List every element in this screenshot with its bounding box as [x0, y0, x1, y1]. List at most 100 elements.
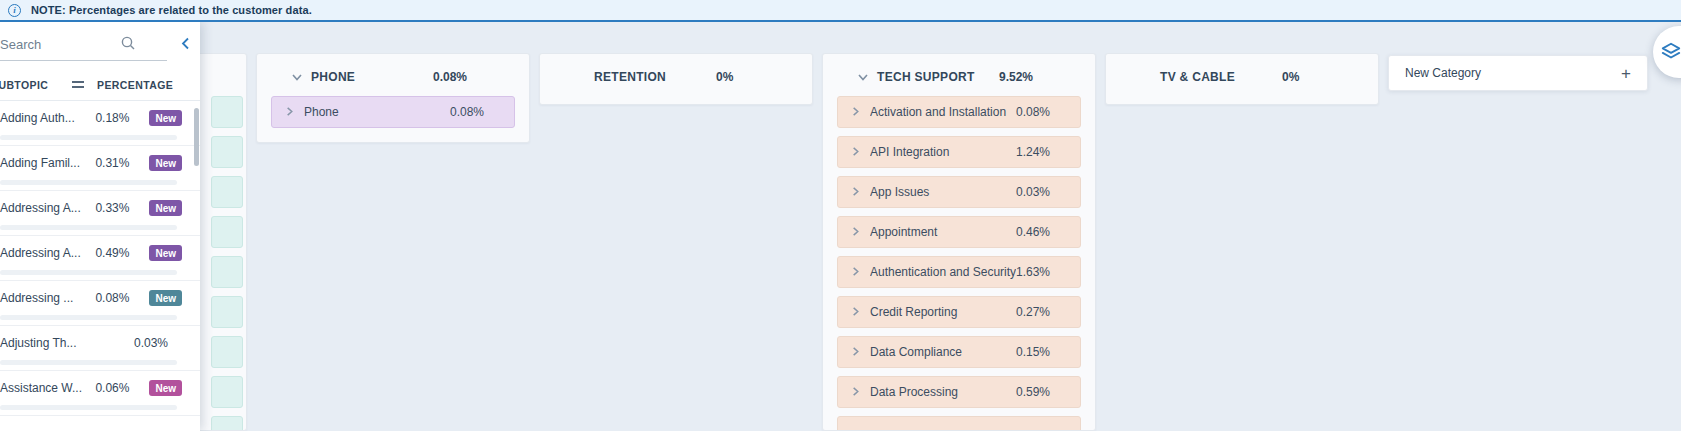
chevron-right-icon[interactable]	[850, 186, 862, 198]
collapse-sidebar-icon[interactable]	[181, 37, 190, 55]
row-progress-bar	[0, 360, 177, 365]
subtopic-column-header: SUBTOPIC	[0, 79, 72, 91]
chevron-right-icon[interactable]	[850, 346, 862, 358]
chevron-right-icon[interactable]	[850, 386, 862, 398]
row-progress-bar	[0, 405, 177, 410]
column-phone-header[interactable]: PHONE 0.08%	[257, 54, 529, 96]
topic-board: PHONE 0.08% Phone 0.08% RETENTION 0% TEC…	[0, 22, 1681, 431]
subtopic-card[interactable]: App Issues 0.03%	[837, 176, 1081, 208]
subtopic-name: API Integration	[870, 145, 1016, 159]
column-title: RETENTION	[594, 70, 716, 84]
subtopic-card[interactable]: API Integration 1.24%	[837, 136, 1081, 168]
column-phone: PHONE 0.08% Phone 0.08%	[256, 53, 530, 143]
subtopic-percentage: 0.46%	[1016, 225, 1068, 239]
chevron-right-icon[interactable]	[850, 146, 862, 158]
new-badge: New	[149, 380, 182, 396]
subtopic-card[interactable]: Data Processing 0.59%	[837, 376, 1081, 408]
search-icon[interactable]	[120, 35, 136, 53]
row-percentage: 0.06%	[95, 381, 143, 395]
subtopic-row[interactable]: Adjusting Th... 0.03%	[0, 326, 200, 371]
subtopic-card[interactable]	[211, 256, 243, 288]
note-text: NOTE: Percentages are related to the cus…	[31, 4, 312, 16]
chevron-right-icon[interactable]	[850, 306, 862, 318]
subtopic-card[interactable]: Appointment 0.46%	[837, 216, 1081, 248]
subtopic-row[interactable]: Addressing ... 0.08% New	[0, 281, 200, 326]
row-percentage: 0.18%	[95, 111, 143, 125]
subtopic-percentage: 0.08%	[450, 105, 502, 119]
row-name: Addressing ...	[0, 291, 95, 305]
column-tech-support-header[interactable]: TECH SUPPORT 9.52%	[823, 54, 1095, 96]
new-badge: New	[149, 290, 182, 306]
new-badge: New	[149, 245, 182, 261]
row-percentage: 0.08%	[95, 291, 143, 305]
layers-button[interactable]	[1653, 26, 1681, 78]
subtopic-card[interactable]: Data Compliance 0.15%	[837, 336, 1081, 368]
row-name: Adding Auth...	[0, 111, 95, 125]
subtopic-card[interactable]	[211, 216, 243, 248]
row-progress-bar	[0, 225, 177, 230]
subtopic-card[interactable]: Credit Reporting 0.27%	[837, 296, 1081, 328]
search-input[interactable]	[0, 37, 120, 52]
column-retention-header[interactable]: RETENTION 0%	[540, 54, 812, 96]
subtopic-card-phone[interactable]: Phone 0.08%	[271, 96, 515, 128]
chevron-right-icon[interactable]	[850, 106, 862, 118]
subtopic-name: Credit Reporting	[870, 305, 1016, 319]
subtopic-card[interactable]	[211, 96, 243, 128]
subtopic-name: Phone	[304, 105, 450, 119]
subtopic-row[interactable]: Addressing A... 0.49% New	[0, 236, 200, 281]
subtopic-card[interactable]	[211, 176, 243, 208]
chevron-down-icon[interactable]	[857, 71, 869, 83]
subtopic-card-partial[interactable]	[837, 416, 1081, 431]
column-percentage: 0.08%	[433, 70, 489, 84]
column-tv-cable-header[interactable]: TV & CABLE 0%	[1106, 54, 1378, 96]
percentage-column-header: PERCENTAGE	[97, 79, 173, 91]
subtopic-name: Appointment	[870, 225, 1016, 239]
column-title: TV & CABLE	[1160, 70, 1282, 84]
subtopic-card[interactable]: Activation and Installation 0.08%	[837, 96, 1081, 128]
subtopic-percentage: 1.63%	[1016, 265, 1068, 279]
sidebar-table-header: SUBTOPIC PERCENTAGE	[0, 61, 200, 101]
row-progress-bar	[0, 270, 177, 275]
row-name: Adding Famil...	[0, 156, 95, 170]
row-progress-bar	[0, 315, 177, 320]
new-badge: New	[149, 200, 182, 216]
subtopic-card[interactable]	[211, 416, 243, 431]
column-title: PHONE	[311, 70, 433, 84]
column-percentage: 0%	[1282, 70, 1338, 84]
subtopic-percentage: 1.24%	[1016, 145, 1068, 159]
chevron-down-icon[interactable]	[291, 71, 303, 83]
new-category-button[interactable]: New Category +	[1388, 55, 1648, 91]
subtopic-card[interactable]	[211, 296, 243, 328]
chevron-right-icon[interactable]	[850, 266, 862, 278]
sidebar-scrollbar[interactable]	[194, 102, 199, 402]
subtopic-name: App Issues	[870, 185, 1016, 199]
chevron-right-icon[interactable]	[850, 226, 862, 238]
column-tech-support: TECH SUPPORT 9.52% Activation and Instal…	[822, 53, 1096, 431]
chevron-right-icon[interactable]	[284, 106, 296, 118]
row-percentage: 0.31%	[95, 156, 143, 170]
sort-icon[interactable]	[72, 78, 84, 91]
row-progress-bar	[0, 180, 177, 185]
info-icon: i	[8, 4, 21, 17]
subtopic-card[interactable]: Authentication and Security 1.63%	[837, 256, 1081, 288]
row-percentage: 0.03%	[134, 336, 182, 350]
subtopic-card[interactable]	[211, 376, 243, 408]
column-tv-cable: TV & CABLE 0%	[1105, 53, 1379, 105]
subtopic-row[interactable]: Addressing A... 0.33% New	[0, 191, 200, 236]
plus-icon[interactable]: +	[1621, 65, 1631, 82]
subtopic-card[interactable]	[211, 336, 243, 368]
search-box[interactable]	[0, 35, 167, 61]
note-bar: i NOTE: Percentages are related to the c…	[0, 0, 1681, 22]
row-name: Addressing A...	[0, 246, 95, 260]
row-progress-bar	[0, 135, 177, 140]
row-name: Assistance W...	[0, 381, 95, 395]
subtopic-percentage: 0.27%	[1016, 305, 1068, 319]
subtopic-row[interactable]: Assistance W... 0.06% New	[0, 371, 200, 416]
scrollbar-thumb[interactable]	[194, 108, 199, 166]
subtopic-row[interactable]: Adding Auth... 0.18% New	[0, 101, 200, 146]
subtopic-name: Data Compliance	[870, 345, 1016, 359]
column-title: TECH SUPPORT	[877, 70, 999, 84]
subtopic-row[interactable]: Adding Famil... 0.31% New	[0, 146, 200, 191]
subtopic-card[interactable]	[211, 136, 243, 168]
layers-icon	[1660, 41, 1681, 63]
